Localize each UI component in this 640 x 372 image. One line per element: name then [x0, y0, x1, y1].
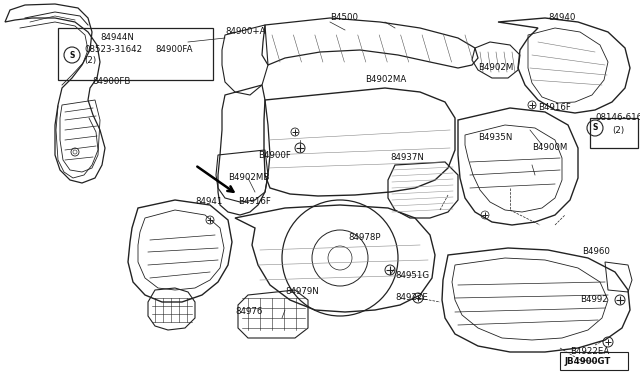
Text: 84978P: 84978P [348, 234, 381, 243]
Text: 84900FB: 84900FB [92, 77, 131, 87]
Text: S: S [592, 124, 598, 132]
Text: 84940: 84940 [548, 13, 575, 22]
Text: 84922E: 84922E [395, 294, 428, 302]
Text: B4902MA: B4902MA [365, 76, 406, 84]
Text: 84941: 84941 [195, 198, 222, 206]
Text: 84900+A: 84900+A [225, 28, 266, 36]
Text: 08146-6162G: 08146-6162G [595, 113, 640, 122]
Text: 84900FA: 84900FA [155, 45, 193, 55]
Bar [58, 28, 213, 80]
Text: B4922EA: B4922EA [570, 347, 609, 356]
Bar [590, 118, 638, 148]
Text: 84937N: 84937N [390, 154, 424, 163]
Text: B4900F: B4900F [258, 151, 291, 160]
Text: (2): (2) [84, 55, 96, 64]
Text: B4960: B4960 [582, 247, 610, 257]
Bar [560, 352, 628, 370]
Text: JB4900GT: JB4900GT [565, 357, 611, 366]
Text: 84951G: 84951G [395, 270, 429, 279]
Text: 84979N: 84979N [285, 288, 319, 296]
Text: B4935N: B4935N [478, 134, 513, 142]
Text: B4902M: B4902M [478, 64, 513, 73]
Text: B4500: B4500 [330, 13, 358, 22]
Text: B4916F: B4916F [538, 103, 571, 112]
Text: 08523-31642: 08523-31642 [84, 45, 142, 55]
Text: 84976: 84976 [235, 308, 262, 317]
Text: B4992: B4992 [580, 295, 608, 305]
Text: B4916F: B4916F [238, 198, 271, 206]
Text: 84944N: 84944N [100, 33, 134, 42]
Text: (2): (2) [612, 125, 624, 135]
Text: S: S [69, 51, 75, 60]
Text: B4902MB: B4902MB [228, 173, 269, 183]
Text: B4900M: B4900M [532, 144, 568, 153]
